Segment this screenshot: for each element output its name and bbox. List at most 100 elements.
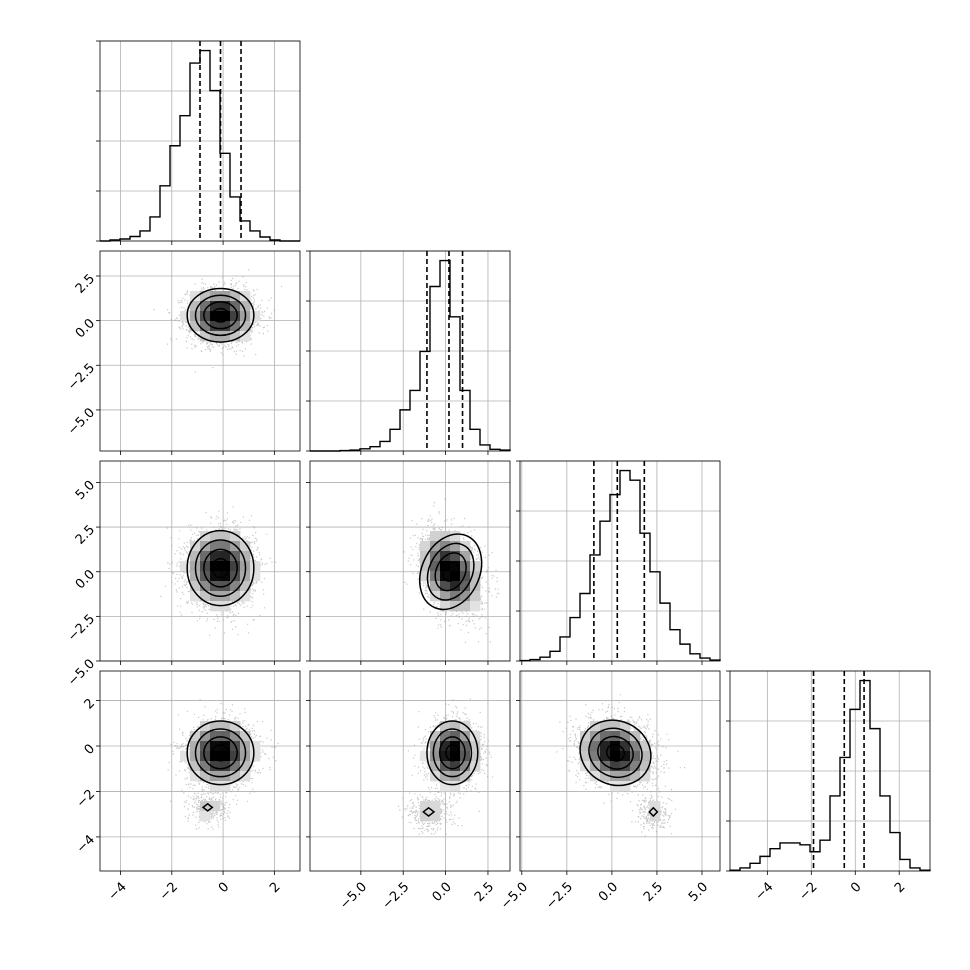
x-tick-label: 2 xyxy=(892,880,908,896)
density-cell xyxy=(190,591,201,602)
contour-island xyxy=(201,802,214,812)
density-cell xyxy=(470,561,481,572)
contour-line xyxy=(588,727,643,779)
density-cell xyxy=(200,311,211,322)
contour-line xyxy=(605,743,626,762)
density-cell xyxy=(210,551,221,562)
density-cell xyxy=(190,581,201,592)
x-tick-label: 0.0 xyxy=(430,880,455,905)
density-cell xyxy=(420,811,431,822)
density-cell xyxy=(210,781,221,792)
density-cell xyxy=(650,811,661,822)
density-cell xyxy=(440,731,451,742)
x-tick-label: −5.0 xyxy=(498,880,531,913)
density-cell xyxy=(240,331,251,342)
panel-background xyxy=(100,251,300,451)
panel-content xyxy=(167,699,279,830)
density-cell xyxy=(610,751,621,762)
density-cell xyxy=(470,741,481,752)
contour-line xyxy=(579,719,652,787)
density-cell xyxy=(200,591,211,602)
x-tick-label: 0 xyxy=(848,880,864,896)
density-cell xyxy=(230,581,241,592)
y-tick-label: −2.5 xyxy=(65,361,98,394)
contour-line xyxy=(426,542,475,601)
density-cell xyxy=(220,601,231,612)
density-cell xyxy=(620,751,631,762)
density-cell xyxy=(220,731,231,742)
density-cell xyxy=(460,561,471,572)
density-panel-r1-c0 xyxy=(96,250,301,455)
contour-line xyxy=(186,287,255,343)
density-cell xyxy=(460,591,471,602)
histogram-step-line xyxy=(310,259,511,452)
density-cell xyxy=(210,721,221,732)
density-cell xyxy=(210,751,221,762)
density-cell xyxy=(240,581,251,592)
contour-line xyxy=(597,735,634,770)
density-cell xyxy=(230,301,241,312)
density-cell xyxy=(220,541,231,552)
x-tick-label: −2 xyxy=(796,880,820,904)
density-cell xyxy=(230,771,241,782)
density-cell xyxy=(200,321,211,332)
density-cell xyxy=(580,751,591,762)
density-cell xyxy=(230,591,241,602)
density-cell xyxy=(230,561,241,572)
y-tick-label: −2.5 xyxy=(65,612,98,645)
density-cell xyxy=(610,761,621,772)
panel-content xyxy=(556,694,686,837)
density-cell xyxy=(440,771,451,782)
contour-line xyxy=(203,736,238,770)
contour-line xyxy=(203,301,238,330)
density-cell xyxy=(450,571,461,582)
density-cell xyxy=(460,551,471,562)
density-cell xyxy=(240,761,251,772)
x-tick-label: −2.5 xyxy=(543,880,576,913)
density-cell xyxy=(200,771,211,782)
density-cell xyxy=(450,721,461,732)
density-cell xyxy=(630,751,641,762)
panel-frame xyxy=(99,460,301,662)
density-cell xyxy=(250,751,261,762)
contour-line xyxy=(211,558,230,579)
x-tick-label: 2.5 xyxy=(641,880,666,905)
panel-content xyxy=(153,269,283,373)
density-cell xyxy=(470,751,481,762)
density-cell xyxy=(450,551,461,562)
histogram-panel-3 xyxy=(516,460,721,665)
density-cell xyxy=(590,741,601,752)
y-tick-label: −4 xyxy=(74,832,98,856)
density-cell xyxy=(620,731,631,742)
density-cell xyxy=(440,601,451,612)
density-cell xyxy=(430,741,441,752)
density-cell xyxy=(200,531,211,542)
histogram-panel-2 xyxy=(306,250,511,455)
x-tick-label: −2.5 xyxy=(380,880,413,913)
density-cell xyxy=(450,781,461,792)
density-cell xyxy=(600,761,611,772)
contour-line xyxy=(426,720,479,786)
density-cell xyxy=(200,811,211,822)
contour-line xyxy=(442,561,460,582)
density-cell xyxy=(180,561,191,572)
density-cell xyxy=(450,531,461,542)
density-cell xyxy=(640,761,651,772)
density-cell xyxy=(210,541,221,552)
contour-line xyxy=(211,307,230,323)
density-cell xyxy=(220,751,231,762)
density-cell xyxy=(630,741,641,752)
panel-frame xyxy=(519,670,721,872)
density-cell xyxy=(620,761,631,772)
density-cell xyxy=(420,751,431,762)
density-cell xyxy=(640,751,651,762)
density-cell xyxy=(190,571,201,582)
panel-frame xyxy=(99,250,301,452)
density-cell xyxy=(200,301,211,312)
density-cell xyxy=(240,541,251,552)
x-tick-label: −2 xyxy=(157,880,181,904)
x-tick-label: −5.0 xyxy=(337,880,370,913)
contour-line xyxy=(432,728,473,778)
density-cell xyxy=(190,551,201,562)
density-cell xyxy=(440,751,451,762)
